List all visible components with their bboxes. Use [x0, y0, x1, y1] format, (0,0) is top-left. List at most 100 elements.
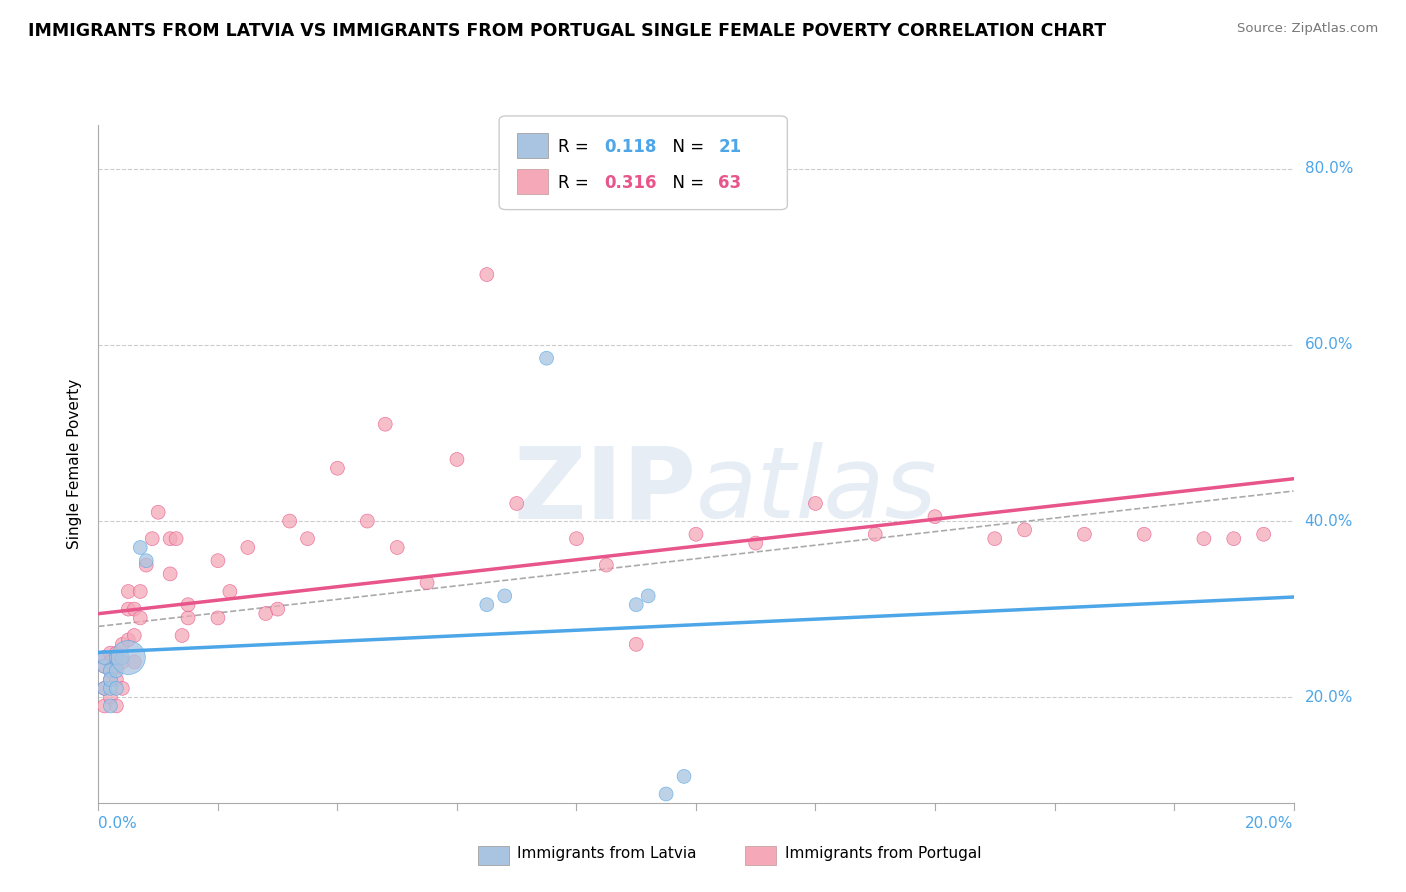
Point: [865, 527, 887, 541]
Point: [745, 536, 768, 550]
Point: [159, 532, 181, 546]
Point: [93, 681, 115, 696]
Point: [124, 602, 146, 616]
Point: [124, 655, 146, 669]
Point: [105, 646, 128, 660]
Point: [1073, 527, 1095, 541]
Point: [494, 589, 516, 603]
Point: [148, 505, 170, 519]
Point: [98, 673, 122, 687]
Point: [98, 690, 122, 705]
Point: [129, 584, 152, 599]
Point: [536, 351, 558, 366]
Point: [98, 655, 122, 669]
Point: [1192, 532, 1215, 546]
Point: [165, 532, 187, 546]
Point: [595, 558, 617, 573]
Point: [117, 584, 139, 599]
Text: 0.0%: 0.0%: [98, 816, 138, 831]
Text: 60.0%: 60.0%: [1305, 337, 1353, 352]
Point: [1014, 523, 1036, 537]
Point: [506, 496, 529, 510]
Point: [105, 659, 128, 673]
Point: [685, 527, 707, 541]
Point: [93, 681, 115, 696]
Point: [207, 554, 229, 568]
Point: [207, 611, 229, 625]
Text: atlas: atlas: [696, 442, 938, 540]
Point: [135, 558, 157, 573]
Text: 21: 21: [718, 138, 741, 156]
Point: [475, 598, 498, 612]
Point: [219, 584, 242, 599]
Point: [129, 541, 152, 555]
Point: [172, 628, 194, 642]
Point: [98, 681, 122, 696]
Text: 20.0%: 20.0%: [1246, 816, 1294, 831]
Point: [141, 532, 163, 546]
Point: [105, 673, 128, 687]
Point: [1253, 527, 1275, 541]
Point: [565, 532, 588, 546]
Point: [105, 698, 128, 713]
Y-axis label: Single Female Poverty: Single Female Poverty: [67, 379, 83, 549]
Point: [129, 611, 152, 625]
Text: 0.316: 0.316: [605, 174, 657, 192]
Point: [93, 698, 115, 713]
Point: [177, 611, 200, 625]
Point: [983, 532, 1005, 546]
Text: 0.118: 0.118: [605, 138, 657, 156]
Point: [475, 268, 498, 282]
Text: 20.0%: 20.0%: [1305, 690, 1353, 705]
Point: [117, 650, 139, 665]
Point: [1133, 527, 1156, 541]
Text: 80.0%: 80.0%: [1305, 161, 1353, 177]
Point: [177, 598, 200, 612]
Point: [105, 650, 128, 665]
Point: [374, 417, 396, 432]
Point: [1223, 532, 1246, 546]
Point: [93, 650, 115, 665]
Point: [117, 602, 139, 616]
Point: [446, 452, 468, 467]
Point: [267, 602, 290, 616]
Point: [111, 681, 134, 696]
Point: [416, 575, 439, 590]
Point: [297, 532, 319, 546]
Point: [624, 598, 647, 612]
Point: [673, 769, 696, 783]
Point: [93, 650, 115, 665]
Point: [98, 646, 122, 660]
Text: Immigrants from Portugal: Immigrants from Portugal: [785, 847, 981, 861]
Point: [111, 637, 134, 651]
Point: [356, 514, 378, 528]
Point: [278, 514, 301, 528]
Point: [111, 655, 134, 669]
Point: [924, 509, 946, 524]
Point: [111, 650, 134, 665]
Text: 63: 63: [718, 174, 741, 192]
Point: [98, 698, 122, 713]
Text: N =: N =: [662, 174, 710, 192]
Point: [254, 607, 277, 621]
Point: [326, 461, 349, 475]
Point: [385, 541, 409, 555]
Point: [117, 632, 139, 647]
Text: R =: R =: [558, 138, 595, 156]
Point: [637, 589, 659, 603]
Point: [98, 673, 122, 687]
Point: [236, 541, 259, 555]
Point: [93, 659, 115, 673]
Point: [135, 554, 157, 568]
Text: IMMIGRANTS FROM LATVIA VS IMMIGRANTS FROM PORTUGAL SINGLE FEMALE POVERTY CORRELA: IMMIGRANTS FROM LATVIA VS IMMIGRANTS FRO…: [28, 22, 1107, 40]
Text: R =: R =: [558, 174, 595, 192]
Point: [124, 628, 146, 642]
Point: [624, 637, 647, 651]
Point: [98, 664, 122, 678]
Point: [105, 664, 128, 678]
Point: [804, 496, 827, 510]
Text: Immigrants from Latvia: Immigrants from Latvia: [517, 847, 697, 861]
Point: [159, 566, 181, 581]
Text: N =: N =: [662, 138, 710, 156]
Point: [105, 681, 128, 696]
